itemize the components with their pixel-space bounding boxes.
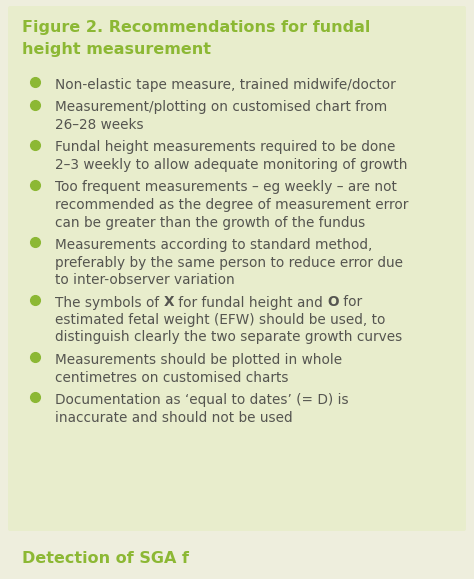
Text: Measurements should be plotted in whole: Measurements should be plotted in whole: [55, 353, 342, 367]
Text: Measurements according to standard method,: Measurements according to standard metho…: [55, 238, 373, 252]
Text: Figure 2. Recommendations for fundal: Figure 2. Recommendations for fundal: [22, 20, 370, 35]
Text: for fundal height and: for fundal height and: [174, 295, 327, 310]
Text: Non-elastic tape measure, trained midwife/doctor: Non-elastic tape measure, trained midwif…: [55, 78, 396, 92]
Text: centimetres on customised charts: centimetres on customised charts: [55, 371, 289, 384]
Text: Measurement/plotting on customised chart from: Measurement/plotting on customised chart…: [55, 101, 387, 115]
Text: The symbols of: The symbols of: [55, 295, 164, 310]
Text: 2–3 weekly to allow adequate monitoring of growth: 2–3 weekly to allow adequate monitoring …: [55, 158, 408, 172]
Text: 26–28 weeks: 26–28 weeks: [55, 118, 144, 132]
Text: distinguish clearly the two separate growth curves: distinguish clearly the two separate gro…: [55, 331, 402, 345]
Text: Documentation as ‘equal to dates’ (= D) is: Documentation as ‘equal to dates’ (= D) …: [55, 393, 348, 407]
Text: to inter-observer variation: to inter-observer variation: [55, 273, 235, 287]
Text: recommended as the degree of measurement error: recommended as the degree of measurement…: [55, 198, 409, 212]
Text: for: for: [338, 295, 362, 310]
Text: Too frequent measurements – eg weekly – are not: Too frequent measurements – eg weekly – …: [55, 181, 397, 195]
Text: X: X: [164, 295, 174, 310]
FancyBboxPatch shape: [8, 6, 466, 531]
Text: inaccurate and should not be used: inaccurate and should not be used: [55, 411, 292, 424]
Text: can be greater than the growth of the fundus: can be greater than the growth of the fu…: [55, 215, 365, 229]
Text: Detection of SGA f: Detection of SGA f: [22, 551, 189, 566]
Text: Fundal height measurements required to be done: Fundal height measurements required to b…: [55, 141, 395, 155]
Text: preferably by the same person to reduce error due: preferably by the same person to reduce …: [55, 255, 403, 269]
Text: O: O: [327, 295, 338, 310]
Text: estimated fetal weight (EFW) should be used, to: estimated fetal weight (EFW) should be u…: [55, 313, 385, 327]
Text: height measurement: height measurement: [22, 42, 211, 57]
